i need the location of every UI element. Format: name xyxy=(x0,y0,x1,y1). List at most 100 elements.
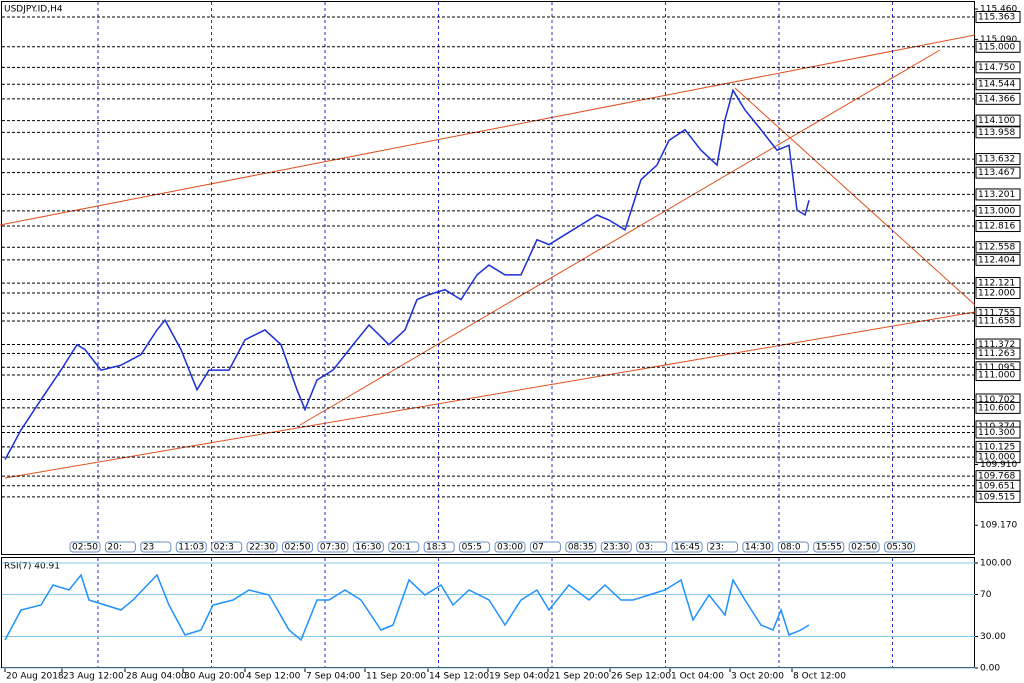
time-marker-box xyxy=(600,541,632,553)
y-tick-label: 115.460 xyxy=(980,5,1017,15)
level-box xyxy=(975,78,1021,91)
trend-line xyxy=(4,311,976,479)
level-label: 113.201 xyxy=(978,190,1015,200)
level-box xyxy=(975,426,1021,439)
time-marker: 20:1 xyxy=(391,543,411,553)
level-label: 113.000 xyxy=(978,206,1015,216)
y-tick-label: 109.910 xyxy=(980,460,1017,470)
time-marker-box xyxy=(494,541,526,553)
x-tick-label: 11 Sep 20:00 xyxy=(366,672,426,682)
level-label: 113.632 xyxy=(978,155,1015,165)
y-tick-label: 109.170 xyxy=(980,521,1017,531)
chart-title: USDJPY.ID,H4 xyxy=(4,5,63,15)
level-box xyxy=(975,286,1021,299)
time-marker: 03:00 xyxy=(497,543,523,553)
trend-line xyxy=(0,34,976,226)
time-marker: 16:45 xyxy=(674,543,700,553)
level-box xyxy=(975,188,1021,201)
level-label: 110.125 xyxy=(978,442,1015,452)
y-tick-label: 70 xyxy=(980,590,992,600)
x-tick-label: 1 Oct 04:00 xyxy=(671,672,724,682)
time-marker: 05:30 xyxy=(887,543,913,553)
time-marker: 23:30 xyxy=(603,543,629,553)
level-label: 110.600 xyxy=(978,403,1015,413)
level-label: 112.404 xyxy=(978,255,1015,265)
level-box xyxy=(975,451,1021,464)
time-marker-box xyxy=(848,541,880,553)
y-tick-label: 100.00 xyxy=(980,559,1012,569)
x-tick-label: 30 Aug 20:00 xyxy=(184,672,245,682)
time-marker: 16:30 xyxy=(355,543,381,553)
time-marker-box xyxy=(352,541,384,553)
level-label: 111.372 xyxy=(978,340,1015,350)
time-marker: 03: xyxy=(639,543,653,553)
time-marker: 14:30 xyxy=(745,543,771,553)
time-marker-box xyxy=(529,541,561,553)
time-marker: 02:50 xyxy=(285,543,311,553)
x-tick-label: 19 Sep 04:00 xyxy=(489,672,549,682)
time-marker: 22:30 xyxy=(249,543,275,553)
level-box xyxy=(975,241,1021,254)
time-marker: 07:30 xyxy=(320,543,346,553)
time-marker-box xyxy=(317,541,349,553)
time-marker-box xyxy=(884,541,916,553)
trend-line xyxy=(299,49,941,426)
level-label: 111.095 xyxy=(978,363,1015,373)
level-label: 112.121 xyxy=(978,279,1015,289)
time-marker: 23 xyxy=(143,543,154,553)
main-frame xyxy=(1,1,975,555)
time-marker-box xyxy=(282,541,313,553)
x-tick-label: 26 Sep 12:00 xyxy=(611,672,671,682)
level-label: 109.768 xyxy=(978,472,1015,482)
time-marker-box xyxy=(69,541,101,553)
level-box xyxy=(975,315,1021,328)
level-label: 111.755 xyxy=(978,309,1015,319)
level-label: 115.363 xyxy=(978,13,1015,23)
level-box xyxy=(975,253,1021,266)
level-label: 115.000 xyxy=(978,42,1015,52)
x-tick-label: 21 Sep 20:00 xyxy=(549,672,609,682)
time-marker: 02:50 xyxy=(72,543,98,553)
level-label: 112.558 xyxy=(978,243,1015,253)
time-marker-box xyxy=(211,541,243,553)
time-marker-box xyxy=(671,541,703,553)
level-label: 111.263 xyxy=(978,349,1015,359)
time-marker-box xyxy=(104,541,136,553)
level-label: 110.300 xyxy=(978,428,1015,438)
time-marker: 18:3 xyxy=(426,543,446,553)
x-tick-label: 4 Sep 12:00 xyxy=(246,672,301,682)
level-label: 112.000 xyxy=(978,288,1015,298)
level-label: 113.467 xyxy=(978,168,1015,178)
x-tick-label: 20 Aug 2018 xyxy=(6,672,64,682)
time-marker-box xyxy=(813,541,845,553)
time-marker: 08:0 xyxy=(780,543,800,553)
level-box xyxy=(975,114,1021,127)
level-label: 110.702 xyxy=(978,395,1015,405)
x-tick-label: 23 Aug 12:00 xyxy=(63,672,124,682)
price-line xyxy=(4,88,810,460)
level-box xyxy=(975,347,1021,360)
time-marker: 08:35 xyxy=(568,543,594,553)
y-tick-label: 115.090 xyxy=(980,35,1017,45)
time-marker-box xyxy=(140,541,172,553)
time-marker-box xyxy=(175,541,207,553)
level-box xyxy=(975,220,1021,233)
x-tick-label: 7 Sep 04:00 xyxy=(306,672,361,682)
level-label: 112.816 xyxy=(978,222,1015,232)
rsi-title: RSI(7) 40.91 xyxy=(4,562,60,572)
time-marker-box xyxy=(388,541,420,553)
level-box xyxy=(975,61,1021,74)
time-marker: 11:03 xyxy=(178,543,204,553)
y-tick-label: 0.00 xyxy=(980,664,1000,674)
level-box xyxy=(975,369,1021,382)
level-box xyxy=(975,126,1021,139)
x-tick-label: 28 Aug 04:00 xyxy=(126,672,187,682)
time-marker-box xyxy=(636,541,668,553)
time-marker: 07 xyxy=(532,543,543,553)
time-marker-box xyxy=(742,541,774,553)
time-marker: 02:50 xyxy=(851,543,877,553)
level-label: 114.100 xyxy=(978,116,1015,126)
time-marker-box xyxy=(459,541,491,553)
level-box xyxy=(975,92,1021,105)
